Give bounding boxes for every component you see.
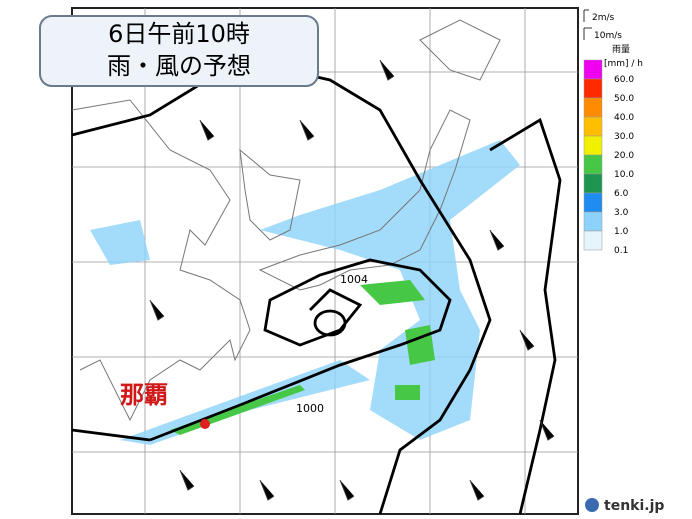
legend-label: 1.0 xyxy=(614,227,629,237)
rain-legend: 60.0 50.0 40.0 30.0 20.0 10.0 6.0 3.0 1.0 0.1 xyxy=(583,59,634,256)
wind-legend-icon xyxy=(583,9,592,40)
isobar-label: 1000 xyxy=(296,402,324,415)
wind-legend: 2m/s xyxy=(592,13,615,23)
legend-swatch xyxy=(583,192,603,213)
legend-swatch xyxy=(583,211,603,232)
title: 雨・風の予想 xyxy=(107,52,251,80)
wind-legend: 10m/s xyxy=(594,31,622,41)
legend-swatch xyxy=(583,59,603,80)
legend-label: 10.0 xyxy=(614,170,634,180)
legend-label: 30.0 xyxy=(614,132,634,142)
coastlines xyxy=(71,19,501,422)
rain-legend-title: 雨量 xyxy=(612,44,630,55)
legend-swatch xyxy=(583,230,603,251)
legend-label: 60.0 xyxy=(614,75,634,85)
title: 6日午前10時 xyxy=(108,20,250,48)
brand-icon xyxy=(585,498,599,512)
legend-label: 40.0 xyxy=(614,113,634,123)
isobar-label: 1004 xyxy=(340,273,368,286)
legend-label: 50.0 xyxy=(614,94,634,104)
place-label: 那覇 xyxy=(120,381,168,409)
legend-swatch xyxy=(583,97,603,118)
legend-swatch xyxy=(583,78,603,99)
legend-label: 20.0 xyxy=(614,151,634,161)
brand: tenki.jp xyxy=(604,498,664,514)
legend-swatch xyxy=(583,173,603,194)
title-box xyxy=(39,15,319,87)
legend-label: 3.0 xyxy=(614,208,629,218)
legend-label: 6.0 xyxy=(614,189,629,199)
legend-swatch xyxy=(583,154,603,175)
legend-swatch xyxy=(583,116,603,137)
legend-swatch xyxy=(583,135,603,156)
legend-label: 0.1 xyxy=(614,246,628,256)
rain-legend-unit: [mm] / h xyxy=(604,59,643,69)
place-marker xyxy=(200,419,210,429)
